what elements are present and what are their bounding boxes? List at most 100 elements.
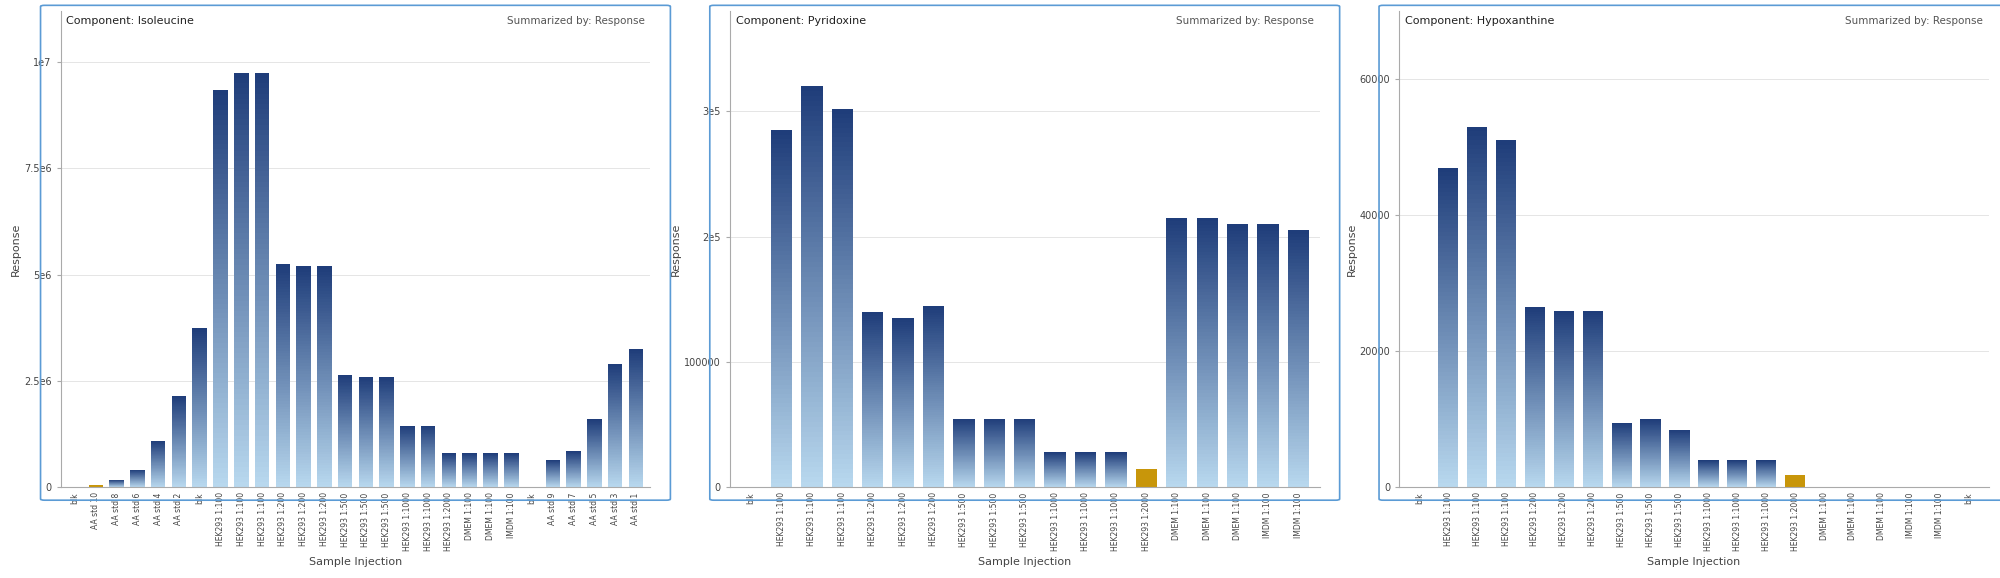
Bar — [1466, 289, 1488, 294]
Bar — [276, 429, 290, 432]
Bar — [276, 328, 290, 331]
Bar — [802, 297, 822, 302]
Bar — [214, 144, 228, 150]
Bar — [984, 439, 1004, 440]
Bar — [922, 479, 944, 481]
Bar — [1258, 422, 1278, 425]
Bar — [276, 342, 290, 345]
Bar — [296, 446, 310, 449]
Bar — [192, 350, 206, 352]
Bar — [276, 278, 290, 281]
Bar — [1226, 432, 1248, 435]
Bar — [400, 450, 414, 451]
Bar — [802, 357, 822, 362]
Bar — [338, 462, 352, 464]
Bar — [802, 392, 822, 397]
Bar — [380, 429, 394, 431]
Bar — [234, 301, 248, 306]
Bar — [1014, 447, 1036, 448]
Bar — [1258, 471, 1278, 475]
Bar — [628, 458, 644, 460]
Bar — [1014, 420, 1036, 421]
Bar — [420, 432, 436, 433]
Bar — [150, 485, 166, 486]
Bar — [862, 376, 884, 378]
Bar — [1554, 425, 1574, 428]
Bar — [358, 461, 374, 462]
Bar — [832, 123, 852, 128]
Text: Summarized by: Response: Summarized by: Response — [1176, 16, 1314, 26]
Bar — [1466, 294, 1488, 298]
Bar — [628, 418, 644, 420]
Bar — [984, 438, 1004, 439]
Bar — [588, 423, 602, 424]
Bar — [1288, 404, 1310, 407]
Bar — [1466, 190, 1488, 194]
Bar — [172, 479, 186, 480]
Bar — [984, 465, 1004, 466]
Bar — [1554, 441, 1574, 443]
Bar — [628, 432, 644, 434]
Bar — [338, 460, 352, 461]
Bar — [1582, 452, 1602, 454]
Bar — [1524, 391, 1546, 393]
Bar — [192, 352, 206, 354]
Bar — [1582, 321, 1602, 324]
Bar — [214, 139, 228, 144]
Bar — [338, 428, 352, 429]
Bar — [802, 217, 822, 222]
Bar — [954, 477, 974, 478]
Bar — [254, 446, 270, 451]
Bar — [1166, 323, 1188, 326]
Bar — [802, 257, 822, 262]
Bar — [922, 310, 944, 313]
Bar — [150, 442, 166, 443]
Bar — [1466, 461, 1488, 465]
Bar — [276, 317, 290, 320]
Bar — [1524, 485, 1546, 487]
Bar — [276, 443, 290, 446]
Bar — [1524, 481, 1546, 483]
Bar — [862, 472, 884, 475]
Bar — [296, 410, 310, 413]
Bar — [954, 476, 974, 477]
Bar — [1014, 435, 1036, 436]
Bar — [192, 486, 206, 487]
Bar — [318, 269, 332, 272]
Bar — [1496, 236, 1516, 240]
Bar — [1014, 466, 1036, 467]
Bar — [358, 399, 374, 401]
Bar — [892, 384, 914, 386]
Bar — [254, 316, 270, 321]
Bar — [984, 473, 1004, 474]
Bar — [234, 166, 248, 171]
Bar — [1438, 339, 1458, 343]
Bar — [420, 442, 436, 443]
Bar — [1496, 310, 1516, 314]
Bar — [802, 232, 822, 237]
Bar — [770, 407, 792, 412]
Bar — [1288, 427, 1310, 429]
Bar — [338, 402, 352, 403]
Bar — [150, 448, 166, 449]
Bar — [770, 175, 792, 179]
Bar — [1496, 144, 1516, 149]
Bar — [318, 330, 332, 333]
Bar — [1466, 194, 1488, 199]
Bar — [802, 367, 822, 372]
Bar — [1014, 440, 1036, 441]
Bar — [358, 377, 374, 378]
Bar — [1226, 395, 1248, 399]
Bar — [318, 391, 332, 394]
Bar — [1014, 451, 1036, 452]
Bar — [234, 265, 248, 270]
Bar — [1466, 325, 1488, 329]
Bar — [862, 468, 884, 470]
Bar — [318, 413, 332, 416]
Bar — [380, 434, 394, 435]
Bar — [318, 454, 332, 457]
Bar — [1438, 372, 1458, 376]
Bar — [400, 480, 414, 481]
Bar — [214, 110, 228, 114]
Bar — [1554, 315, 1574, 317]
